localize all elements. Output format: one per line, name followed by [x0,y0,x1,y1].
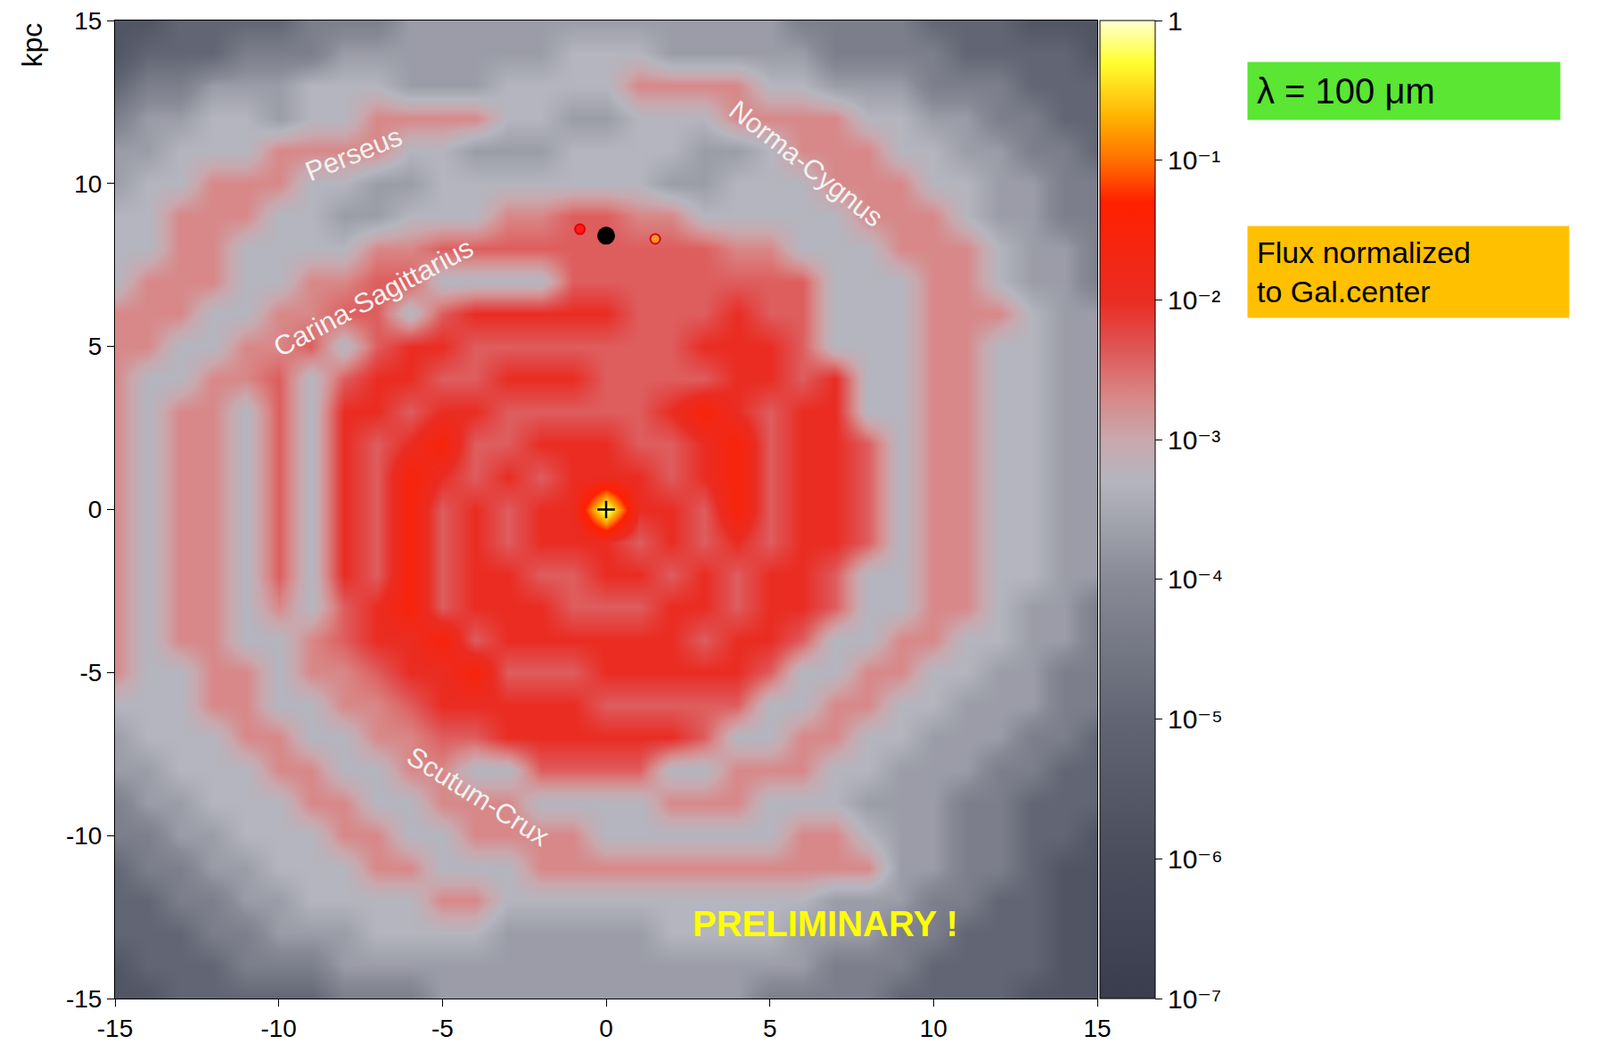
svg-text:5: 5 [88,332,103,361]
svg-text:Flux normalizedto Gal.center: Flux normalizedto Gal.center [1256,235,1471,309]
svg-text:-15: -15 [65,984,102,1013]
svg-text:-15: -15 [97,1014,133,1043]
svg-text:-5: -5 [79,658,102,687]
svg-text:Scutum-Crux: Scutum-Crux [401,740,555,854]
svg-text:10: 10 [919,1014,948,1043]
svg-text:10: 10 [73,170,102,198]
svg-text:15: 15 [73,7,102,35]
svg-text:-10: -10 [260,1014,296,1043]
svg-text:15: 15 [1083,1014,1111,1043]
svg-text:0: 0 [88,495,103,524]
svg-text:10⁻⁴: 10⁻⁴ [1167,564,1223,594]
svg-text:Carina-Sagittarius: Carina-Sagittarius [268,231,478,363]
svg-text:-5: -5 [431,1014,454,1043]
svg-text:10⁻⁶: 10⁻⁶ [1167,844,1223,874]
svg-text:Norma-Cygnus: Norma-Cygnus [723,94,890,234]
svg-text:-10: -10 [65,821,102,850]
svg-text:1: 1 [1167,6,1183,36]
svg-text:λ = 100 μm: λ = 100 μm [1256,71,1436,111]
svg-text:0: 0 [598,1014,614,1043]
svg-text:10⁻³: 10⁻³ [1167,425,1221,455]
svg-text:5: 5 [763,1014,778,1043]
svg-text:10⁻⁷: 10⁻⁷ [1167,984,1222,1014]
svg-text:10⁻²: 10⁻² [1167,285,1221,315]
svg-text:Perseus: Perseus [300,120,407,188]
svg-text:10⁻⁵: 10⁻⁵ [1167,704,1223,734]
svg-text:PRELIMINARY !: PRELIMINARY ! [692,903,959,944]
svg-text:kpc: kpc [16,23,49,68]
svg-text:10⁻¹: 10⁻¹ [1167,145,1221,175]
